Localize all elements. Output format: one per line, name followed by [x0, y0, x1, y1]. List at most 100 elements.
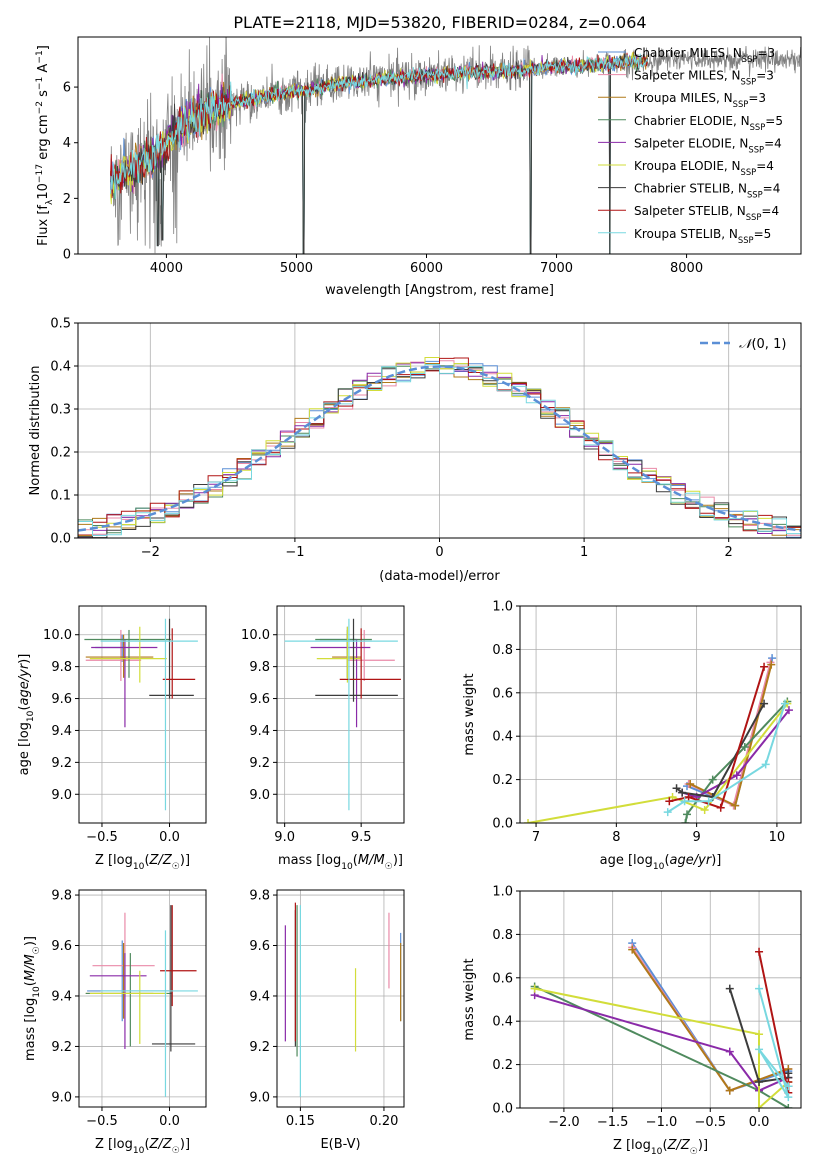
age_vs_Z-frame	[78, 605, 207, 824]
residuals-ytick-label: 0.2	[50, 446, 71, 461]
legend-entry-part: SSP	[738, 235, 754, 245]
spectrum-plot-area	[110, 37, 801, 254]
weight_vs_Z-plot-area	[530, 939, 793, 1108]
mass_vs_ebv-axes	[277, 890, 404, 1107]
age_vs_Z-xlabel-part: )]	[180, 853, 190, 868]
residuals-xtick-label: −2	[141, 545, 160, 560]
legend-entry-part: SSP	[741, 77, 757, 87]
weight_vs_Z-xlabel-part: ☉	[690, 1147, 698, 1157]
age_vs_mass-ytick-label: 9.0	[249, 788, 270, 803]
weight-point-marker	[682, 810, 691, 819]
weight-point-marker	[755, 1045, 764, 1054]
spectrum-xtick-label: 7000	[540, 261, 573, 276]
mass_vs_Z-frame	[78, 889, 207, 1108]
weight_vs_age-ytick-label: 0.2	[492, 773, 513, 788]
spectrum-ytick-label: 0	[63, 248, 71, 263]
mass_vs_ebv-xlabel: E(B-V)	[320, 1137, 360, 1152]
weight-point-marker	[761, 760, 770, 769]
residuals-xtick-label: 1	[580, 545, 588, 560]
weight_vs_Z-xlabel: Z [log10(Z/Z☉)]	[613, 1138, 708, 1157]
spectrum-xtick-label: 4000	[150, 261, 183, 276]
spectrum-xtick-label: 8000	[670, 261, 703, 276]
weight-point-marker	[672, 784, 681, 793]
weight-point-marker	[768, 654, 777, 663]
mass_vs_ebv-plot-area	[284, 902, 402, 1097]
mass_vs_ebv-ytick-label: 9.6	[249, 939, 270, 954]
weight_vs_age-frame	[519, 605, 802, 824]
weight_vs_age-xtick-label: 7	[532, 830, 540, 845]
age_vs_Z-ytick-label: 9.8	[51, 660, 72, 675]
age_vs_mass-ytick-label: 9.8	[249, 660, 270, 675]
spectrum-ytick-label: 2	[63, 192, 71, 207]
residual-xlabel: (data-model)/error	[379, 569, 500, 584]
legend-entry-part: SSP	[741, 167, 757, 177]
weight-series-line	[534, 987, 789, 1108]
weight-point-marker	[784, 1069, 793, 1078]
legend-entry: Kroupa ELODIE, NSSP=4	[634, 159, 774, 177]
weight-point-marker	[530, 984, 539, 993]
mass_vs_ebv-frame-group: 0.15 0.20 9.0 9.2 9.4 9.6 9.8 E(B-V)	[249, 889, 405, 1152]
weight_vs_Z-ytick-label: 0.8	[492, 928, 513, 943]
normal-curve	[78, 365, 801, 532]
residuals-ytick-label: 0.5	[50, 317, 71, 332]
mass_vs_Z-ylabel-part: 10	[32, 986, 42, 998]
legend-entry-part: SSP	[750, 122, 766, 132]
weight_vs_age-ytick-label: 0.6	[492, 686, 513, 701]
legend-entry-part: =4	[756, 159, 774, 173]
age_vs_mass-xtick-label: 9.5	[351, 830, 372, 845]
weight_vs_Z-xtick-label: −1.0	[646, 1115, 678, 1130]
spectrum-frame-group: 4000 5000 6000 7000 8000 0 2 4 6 wavelength [Angs…	[35, 36, 802, 298]
weight-point-marker	[731, 801, 740, 810]
legend-entry-part: Salpeter ELODIE, N	[634, 136, 748, 150]
spectrum-ylabel-part: −2	[35, 101, 45, 114]
weight_vs_Z-xtick-label: −0.5	[694, 1115, 726, 1130]
mass_vs_Z-xlabel-part: ☉	[172, 1146, 180, 1156]
weight_vs_Z-xlabel-part: Z/Z	[667, 1138, 691, 1153]
weight_vs_age-xlabel-part: age/yr	[670, 853, 713, 868]
mass_vs_Z-xlabel-part: 10	[133, 1146, 145, 1156]
mass_vs_Z-xtick-label: −0.5	[86, 1114, 118, 1129]
residuals-xtick-label: 0	[435, 545, 443, 560]
spectrum-ylabel-part: λ	[45, 199, 55, 205]
weight-point-marker	[725, 1047, 734, 1056]
weight_vs_age-xlabel-part: (	[664, 853, 669, 868]
age_vs_mass-xtick-label: 9.0	[274, 830, 295, 845]
weight_vs_Z-frame-group: −2.0 −1.5 −1.0 −0.5 0.0 0.0 0.2 0.4 0.6 0.8 1.0 Z […	[462, 885, 802, 1157]
figure-title: PLATE=2118, MJD=53820, FIBERID=0284, z=0…	[233, 13, 646, 32]
age_vs_Z-axes	[79, 606, 206, 823]
legend-entry-part: Kroupa MILES, N	[634, 91, 733, 105]
mass_vs_Z-frame-group: −0.5 0.09.09.29.49.69.8Z [log10(Z/Z☉)]mas…	[23, 889, 207, 1156]
mass_vs_Z-ytick-label: 9.4	[51, 989, 72, 1004]
weight-point-marker	[784, 1082, 793, 1091]
legend-entry-part: SSP	[747, 190, 763, 200]
legend-entry-part: Kroupa ELODIE, N	[634, 159, 741, 173]
legend-entry-part: Salpeter MILES, N	[634, 69, 741, 83]
weight-point-marker	[784, 706, 793, 715]
weight_vs_age-xlabel-part: age [log	[600, 853, 653, 868]
residuals-ytick-label: 0.1	[50, 489, 71, 504]
legend-entry-part: Chabrier STELIB, N	[634, 182, 747, 196]
legend-entry-part: (0, 1)	[751, 337, 786, 352]
age_vs_mass-xlabel-part: (	[353, 853, 358, 868]
weight-point-marker	[684, 792, 693, 801]
weight-point-marker	[732, 771, 741, 780]
legend-entry-part: =3	[757, 46, 775, 60]
legend-entry-part: SSP	[733, 99, 749, 109]
legend-entry: Kroupa STELIB, NSSP=5	[634, 227, 771, 245]
age_vs_Z-ytick-label: 9.4	[51, 724, 72, 739]
weight-point-marker	[740, 743, 749, 752]
mass_vs_ebv-ytick-label: 9.4	[249, 989, 270, 1004]
mass_vs_Z-ytick-label: 9.2	[51, 1040, 72, 1055]
residual-histogram-step	[78, 364, 801, 536]
age_vs_mass-xlabel: mass [log10(M/M☉)]	[278, 853, 403, 872]
age_vs_Z-ylabel-part: (	[17, 705, 32, 710]
mass_vs_ebv-xtick-label: 0.20	[369, 1114, 398, 1129]
age_vs_mass-frame	[276, 605, 405, 824]
weight-point-marker	[725, 1086, 734, 1095]
weight-point-marker	[681, 819, 690, 823]
weight-point-marker	[780, 699, 789, 708]
mass_vs_Z-ytick-label: 9.0	[51, 1090, 72, 1105]
weight_vs_Z-ytick-label: 0.2	[492, 1058, 513, 1073]
